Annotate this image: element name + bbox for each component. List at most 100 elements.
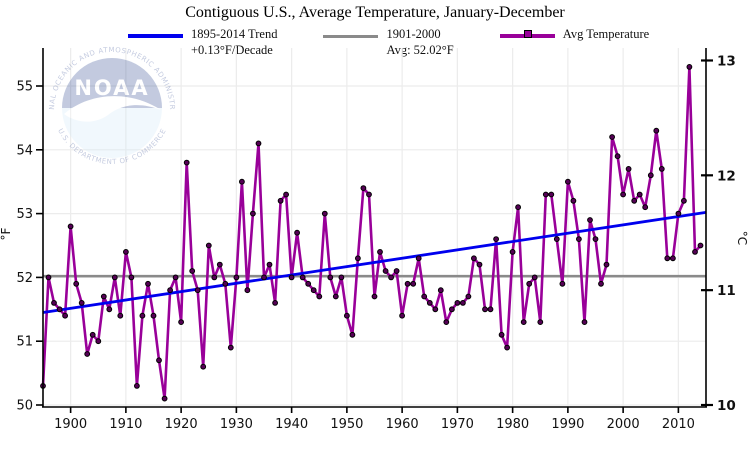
data-point-marker xyxy=(244,287,251,294)
data-point-marker xyxy=(56,306,63,313)
data-point-marker xyxy=(542,191,549,198)
x-tick-label: 1900 xyxy=(54,417,87,432)
data-point-marker xyxy=(515,204,521,211)
data-point-marker xyxy=(134,383,140,389)
data-point-marker xyxy=(697,242,704,249)
data-point-marker xyxy=(421,293,428,300)
x-tick-label: 2010 xyxy=(662,417,695,432)
data-point-marker xyxy=(692,249,698,255)
data-point-marker xyxy=(200,363,207,370)
data-point-marker xyxy=(393,268,400,274)
data-point-marker xyxy=(681,197,687,204)
data-point-marker xyxy=(404,280,411,287)
series-marker-glyph xyxy=(523,30,532,38)
data-point-marker xyxy=(526,280,533,287)
data-point-marker xyxy=(111,274,118,281)
x-tick-label: 1930 xyxy=(220,417,253,432)
data-point-marker xyxy=(520,319,527,326)
series-line-swatch xyxy=(499,27,555,43)
legend-trend-rate: +0.13°F/Decade xyxy=(191,42,273,57)
data-point-marker xyxy=(205,242,212,249)
data-point-marker xyxy=(227,344,234,351)
chart-legend: 1895-2014 Trend +0.13°F/Decade 1901-2000… xyxy=(128,27,649,58)
noaa-logo-globe xyxy=(62,58,162,158)
data-point-marker xyxy=(310,287,317,294)
data-point-marker xyxy=(211,274,218,281)
data-point-marker xyxy=(67,223,74,230)
data-point-marker xyxy=(344,312,350,319)
x-tick-label: 1910 xyxy=(109,417,142,432)
data-point-marker xyxy=(139,312,146,319)
data-point-marker xyxy=(565,178,571,185)
data-point-marker xyxy=(382,268,389,274)
data-point-marker xyxy=(642,204,649,211)
data-point-marker xyxy=(161,395,168,402)
data-point-marker xyxy=(620,191,626,198)
noaa-logo-sky xyxy=(62,58,162,108)
data-point-marker xyxy=(172,274,179,281)
data-point-marker xyxy=(631,197,638,204)
data-point-marker xyxy=(581,319,588,326)
data-point-marker xyxy=(576,236,582,243)
avg-temperature-line xyxy=(41,65,702,400)
data-point-marker xyxy=(443,319,450,326)
y-left-tick-label: 55 xyxy=(16,80,33,95)
chart-title: Contiguous U.S., Average Temperature, Ja… xyxy=(185,4,565,21)
data-point-marker xyxy=(388,274,395,281)
data-point-marker xyxy=(454,300,461,306)
data-point-marker xyxy=(156,357,162,364)
data-point-marker xyxy=(498,331,505,338)
data-point-marker xyxy=(570,197,577,204)
data-point-marker xyxy=(653,127,660,134)
data-point-marker xyxy=(471,255,477,262)
data-point-marker xyxy=(476,261,483,268)
data-point-marker xyxy=(216,261,223,268)
data-point-marker xyxy=(283,191,290,198)
data-point-marker xyxy=(261,274,267,281)
data-point-marker xyxy=(338,274,345,281)
data-point-marker xyxy=(178,319,185,326)
data-point-marker xyxy=(150,312,157,319)
data-point-marker xyxy=(686,64,693,70)
data-point-marker xyxy=(509,249,516,255)
data-point-marker xyxy=(559,280,566,287)
data-point-marker xyxy=(548,191,555,198)
data-point-marker xyxy=(625,166,632,172)
data-point-marker xyxy=(366,191,372,198)
data-point-marker xyxy=(100,293,107,300)
data-point-marker xyxy=(647,172,654,179)
data-point-marker xyxy=(603,261,610,268)
data-point-marker xyxy=(587,217,593,223)
data-point-marker xyxy=(299,274,306,281)
data-point-marker xyxy=(128,274,135,281)
y-left-tick-label: 53 xyxy=(16,207,33,222)
data-point-marker xyxy=(239,178,245,185)
data-point-marker xyxy=(288,274,295,281)
data-point-marker xyxy=(410,280,417,287)
data-point-marker xyxy=(294,229,301,236)
noaa-logo: NOAA NATIONAL OCEANIC AND ATMOSPHERIC AD… xyxy=(48,46,176,166)
data-point-marker xyxy=(493,236,500,243)
noaa-logo-word: NOAA xyxy=(74,76,149,100)
data-point-marker xyxy=(51,300,57,306)
x-tick-label: 1940 xyxy=(275,417,308,432)
data-point-marker xyxy=(327,274,334,281)
data-point-marker xyxy=(377,249,383,255)
y-right-tick-label: 13 xyxy=(717,53,736,69)
y-right-tick-label: 10 xyxy=(717,398,736,414)
x-tick-label: 1950 xyxy=(330,417,363,432)
data-point-marker xyxy=(73,280,80,287)
data-point-marker xyxy=(106,306,113,313)
data-point-marker xyxy=(675,210,682,217)
data-point-marker xyxy=(266,261,273,268)
data-point-marker xyxy=(84,351,91,357)
data-point-marker xyxy=(250,210,256,217)
data-point-marker xyxy=(465,293,472,300)
data-point-marker xyxy=(45,274,52,281)
y-left-tick-label: 51 xyxy=(16,335,33,350)
data-point-marker xyxy=(504,344,511,351)
data-point-marker xyxy=(89,331,96,338)
series-layer xyxy=(40,64,707,402)
legend-entry-average: 1901-2000 Avg: 52.02°F xyxy=(323,27,454,58)
